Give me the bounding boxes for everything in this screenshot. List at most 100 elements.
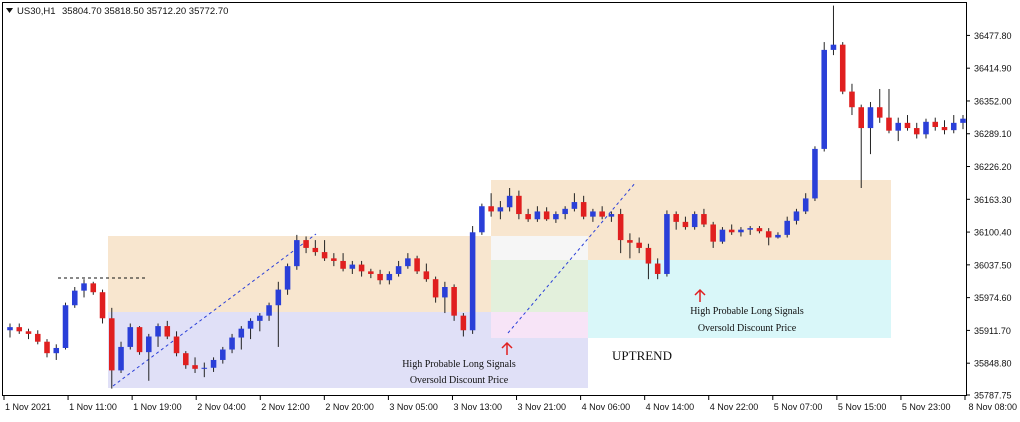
- candle-body-bull: [923, 121, 929, 135]
- candle-body-bear: [451, 287, 457, 316]
- candle-body-bear: [423, 271, 430, 280]
- candle: [16, 323, 23, 334]
- candle-body-bear: [913, 128, 920, 135]
- candle: [645, 243, 652, 280]
- x-tick-label: 4 Nov 22:00: [710, 402, 759, 412]
- trendline-1[interactable]: [112, 233, 317, 387]
- candle-body-bear: [617, 214, 624, 241]
- trendline-2[interactable]: [507, 181, 637, 334]
- y-tick-label: 36037.50: [974, 260, 1012, 270]
- candle: [534, 206, 541, 222]
- candle: [25, 328, 32, 340]
- chart-header: US30,H1 35804.70 35818.50 35712.20 35772…: [6, 6, 228, 17]
- candle: [812, 146, 818, 202]
- fvg-green-zone: [491, 260, 588, 312]
- candle-body-bull: [691, 214, 698, 228]
- candle-body-bear: [488, 206, 494, 212]
- candle-body-bear: [627, 240, 633, 243]
- candle-body-bear: [543, 211, 550, 220]
- candle: [608, 211, 615, 222]
- candle: [71, 287, 78, 308]
- candle-body-bear: [673, 214, 679, 222]
- candle-body-bull: [229, 337, 235, 350]
- candle-body-bear: [340, 260, 346, 269]
- candle-body-bull: [590, 211, 596, 217]
- candle-body-bull: [830, 44, 837, 50]
- candle-body-bear: [358, 264, 365, 272]
- candle: [886, 88, 892, 134]
- candle: [673, 211, 679, 230]
- candle-body-bear: [303, 240, 309, 248]
- candle: [765, 228, 772, 246]
- candle: [109, 307, 115, 389]
- symbol-label: US30,H1: [17, 6, 56, 17]
- y-tick-label: 36477.80: [974, 31, 1012, 41]
- candle-body-bull: [497, 207, 504, 212]
- candle-body-bear: [312, 247, 319, 253]
- candle-body-bear: [701, 214, 707, 225]
- y-tick-label: 35974.60: [974, 293, 1012, 303]
- candle: [950, 115, 957, 134]
- candle: [562, 206, 568, 220]
- candle-body-bull: [479, 206, 485, 233]
- candle: [395, 260, 402, 277]
- x-tick-label: 1 Nov 19:00: [133, 402, 182, 412]
- candle-body-bear: [99, 292, 106, 319]
- candle-body-bear: [16, 327, 23, 332]
- candle-body-bull: [442, 287, 448, 298]
- candle: [386, 271, 393, 285]
- candle-body-bull: [275, 289, 282, 306]
- candle-body-bull: [950, 122, 957, 131]
- x-tick-label: 4 Nov 06:00: [582, 402, 631, 412]
- signal-arrow-1: [501, 341, 513, 355]
- candle-body-bull: [738, 229, 744, 233]
- candle: [849, 83, 855, 116]
- candle: [664, 210, 670, 277]
- candle-body-bull: [571, 202, 578, 209]
- candle: [488, 193, 494, 217]
- candle: [839, 42, 846, 95]
- candle-body-bear: [765, 231, 772, 238]
- candle: [377, 269, 383, 285]
- candle-body-bear: [44, 341, 50, 354]
- candle: [257, 313, 263, 332]
- candle-body-bull: [802, 198, 809, 212]
- candle: [220, 346, 226, 364]
- triangle-down-icon[interactable]: [6, 8, 13, 13]
- candle-body-bear: [682, 221, 689, 228]
- candle-body-bear: [136, 327, 143, 353]
- candle: [756, 226, 763, 234]
- candles-layer: [7, 5, 966, 389]
- x-tick-label: 3 Nov 21:00: [518, 402, 567, 412]
- candle: [553, 211, 559, 223]
- y-tick-label: 36163.30: [974, 195, 1012, 205]
- y-tick-label: 36226.20: [974, 162, 1012, 172]
- candle: [183, 351, 189, 369]
- candle: [358, 260, 365, 277]
- candle-body-bear: [904, 122, 911, 129]
- candle: [266, 302, 272, 321]
- candle-body-bull: [349, 264, 356, 269]
- candle-body-bear: [432, 279, 439, 298]
- candle-body-bear: [34, 333, 41, 342]
- candle: [294, 234, 300, 270]
- x-tick-label: 1 Nov 11:00: [69, 402, 117, 412]
- x-tick-label: 4 Nov 14:00: [646, 402, 695, 412]
- candle-body-bear: [331, 258, 337, 261]
- candle-body-bull: [146, 336, 152, 353]
- candle: [432, 276, 439, 303]
- candle: [136, 326, 143, 355]
- candle: [784, 216, 790, 238]
- candle-body-bull: [155, 326, 161, 337]
- candle: [876, 88, 883, 123]
- candle: [173, 331, 180, 357]
- candle-body-bear: [414, 258, 420, 272]
- candle-body-bear: [109, 318, 115, 371]
- signal-1-line2: Oversold Discount Price: [410, 375, 509, 386]
- candle: [247, 318, 254, 340]
- candle: [691, 211, 698, 230]
- candle-body-bear: [886, 117, 892, 131]
- candle: [340, 253, 346, 272]
